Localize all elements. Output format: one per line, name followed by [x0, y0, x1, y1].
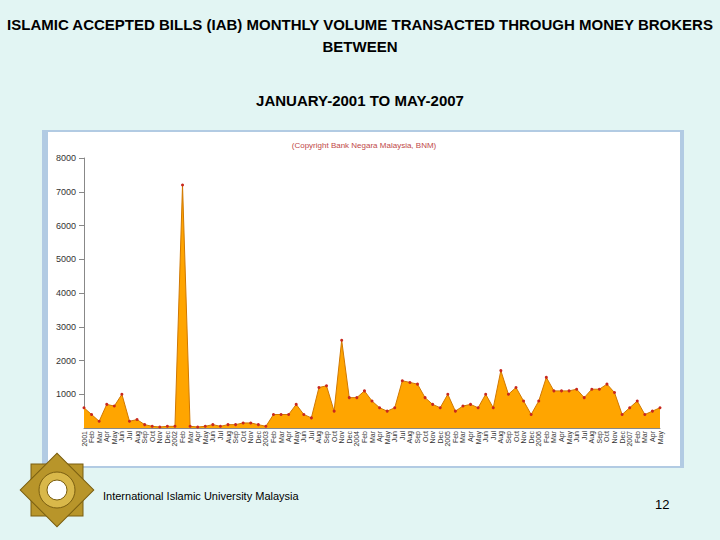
svg-text:Mar: Mar: [369, 430, 376, 443]
svg-text:Feb: Feb: [634, 431, 641, 443]
svg-text:Jul: Jul: [581, 431, 588, 440]
svg-text:Feb: Feb: [270, 431, 277, 443]
svg-text:May: May: [657, 431, 665, 445]
svg-text:Nov: Nov: [338, 431, 345, 444]
svg-text:May: May: [383, 431, 391, 445]
svg-text:5000: 5000: [56, 254, 76, 264]
svg-text:Dec: Dec: [255, 431, 262, 444]
html-text:12: 12: [655, 497, 670, 512]
svg-text:8000: 8000: [56, 153, 76, 163]
svg-text:7000: 7000: [56, 187, 76, 197]
svg-text:Mar: Mar: [96, 430, 103, 443]
svg-text:Feb: Feb: [452, 431, 459, 443]
svg-text:Sep: Sep: [414, 431, 421, 444]
svg-text:Jun: Jun: [118, 431, 125, 442]
svg-text:2005: 2005: [444, 431, 451, 447]
svg-text:May: May: [110, 431, 118, 445]
svg-text:(Copyright Bank Negara Malaysi: (Copyright Bank Negara Malaysia, BNM): [292, 141, 437, 150]
svg-text:Nov: Nov: [156, 431, 163, 444]
svg-text:Aug: Aug: [406, 431, 414, 444]
svg-text:Feb: Feb: [88, 431, 95, 443]
svg-text:Nov: Nov: [611, 431, 618, 444]
svg-text:Nov: Nov: [520, 431, 527, 444]
svg-text:Apr: Apr: [285, 431, 293, 442]
svg-text:Dec: Dec: [437, 431, 444, 444]
svg-text:2001: 2001: [81, 431, 88, 447]
svg-text:May: May: [201, 431, 209, 445]
svg-text:Feb: Feb: [179, 431, 186, 443]
svg-text:Jul: Jul: [126, 431, 133, 440]
svg-text:May: May: [292, 431, 300, 445]
svg-text:Jun: Jun: [573, 431, 580, 442]
svg-text:4000: 4000: [56, 288, 76, 298]
svg-text:Dec: Dec: [164, 431, 171, 444]
svg-text:Oct: Oct: [240, 431, 247, 442]
svg-text:Oct: Oct: [422, 431, 429, 442]
svg-text:Mar: Mar: [641, 430, 648, 443]
svg-text:2003: 2003: [262, 431, 269, 447]
svg-text:Apr: Apr: [103, 431, 111, 442]
svg-text:Feb: Feb: [543, 431, 550, 443]
svg-text:Mar: Mar: [459, 430, 466, 443]
svg-text:Apr: Apr: [376, 431, 384, 442]
svg-text:Jul: Jul: [490, 431, 497, 440]
svg-text:Aug: Aug: [315, 431, 323, 444]
svg-text:Oct: Oct: [513, 431, 520, 442]
svg-text:Aug: Aug: [133, 431, 141, 444]
html-text:JANUARY-2001 TO MAY-2007: JANUARY-2001 TO MAY-2007: [256, 92, 464, 109]
svg-text:Apr: Apr: [558, 431, 565, 442]
html-text:International Islamic Universi: International Islamic University Malaysi…: [103, 490, 299, 502]
svg-text:Jun: Jun: [482, 431, 489, 442]
svg-text:Aug: Aug: [588, 431, 596, 444]
html-text:ISLAMIC ACCEPTED BILLS (IAB) M: ISLAMIC ACCEPTED BILLS (IAB) MONTHLY VOL…: [7, 16, 713, 55]
svg-text:Jun: Jun: [209, 431, 216, 442]
svg-text:Jul: Jul: [217, 431, 224, 440]
svg-text:Feb: Feb: [361, 431, 368, 443]
svg-text:Jun: Jun: [300, 431, 307, 442]
svg-text:Apr: Apr: [467, 431, 474, 442]
svg-text:Oct: Oct: [603, 431, 610, 442]
svg-text:Nov: Nov: [429, 431, 436, 444]
svg-text:Dec: Dec: [619, 431, 626, 444]
svg-text:May: May: [565, 431, 573, 445]
svg-text:2002: 2002: [171, 431, 178, 447]
svg-text:Mar: Mar: [187, 430, 194, 443]
svg-text:Apr: Apr: [194, 431, 202, 442]
svg-text:Jul: Jul: [308, 431, 315, 440]
svg-text:Sep: Sep: [141, 431, 149, 444]
svg-text:6000: 6000: [56, 221, 76, 231]
svg-text:Aug: Aug: [497, 431, 505, 444]
svg-text:Dec: Dec: [528, 431, 535, 444]
svg-text:Sep: Sep: [232, 431, 240, 444]
svg-text:Jul: Jul: [399, 431, 406, 440]
svg-text:Aug: Aug: [224, 431, 232, 444]
svg-text:Oct: Oct: [331, 431, 338, 442]
svg-text:Sep: Sep: [323, 431, 330, 444]
svg-text:2007: 2007: [626, 431, 633, 447]
svg-text:May: May: [474, 431, 482, 445]
svg-text:Oct: Oct: [149, 431, 156, 442]
svg-text:2006: 2006: [535, 431, 542, 447]
svg-text:Mar: Mar: [278, 430, 285, 443]
svg-text:1000: 1000: [56, 389, 76, 399]
svg-text:Apr: Apr: [648, 431, 656, 442]
svg-text:Jun: Jun: [391, 431, 398, 442]
svg-text:3000: 3000: [56, 322, 76, 332]
svg-text:Sep: Sep: [595, 431, 603, 444]
svg-text:Nov: Nov: [247, 431, 254, 444]
svg-text:Mar: Mar: [550, 430, 557, 443]
svg-text:2004: 2004: [353, 431, 360, 447]
svg-text:Dec: Dec: [346, 431, 353, 444]
svg-text:Sep: Sep: [504, 431, 512, 444]
svg-text:2000: 2000: [56, 356, 76, 366]
